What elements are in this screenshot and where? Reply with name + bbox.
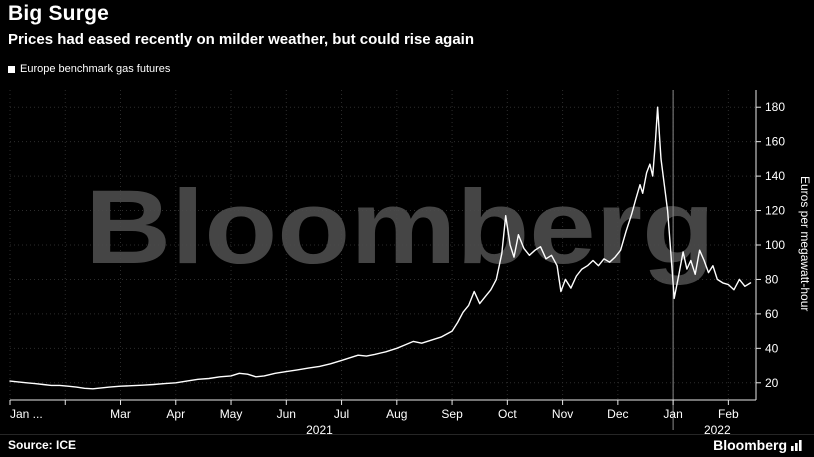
y-axis-labels: 20 40 60 80 100 120 140 160 180 — [756, 100, 785, 390]
svg-text:Feb: Feb — [718, 407, 739, 421]
legend-marker-icon — [8, 65, 15, 73]
svg-text:Aug: Aug — [386, 407, 407, 421]
chart-svg: Bloomberg Jan ... Mar Apr May Jun Jul Aug Sep Oct… — [9, 90, 785, 435]
bloomberg-brand: Bloomberg — [713, 437, 802, 453]
watermark-text: Bloomberg — [85, 169, 715, 286]
svg-text:100: 100 — [765, 238, 785, 252]
svg-text:120: 120 — [765, 204, 785, 218]
svg-text:Mar: Mar — [110, 407, 131, 421]
svg-text:140: 140 — [765, 169, 785, 183]
svg-text:2021: 2021 — [306, 423, 333, 435]
legend: Europe benchmark gas futures — [8, 63, 170, 75]
svg-text:Oct: Oct — [498, 407, 517, 421]
svg-text:May: May — [220, 407, 243, 421]
source-credit: Source: ICE — [8, 438, 77, 452]
svg-text:180: 180 — [765, 100, 785, 114]
y-axis-title: Euros per megawatt-hour — [798, 176, 812, 312]
x-axis-labels: Jan ... Mar Apr May Jun Jul Aug Sep Oct Nov Dec Jan… — [9, 400, 739, 435]
svg-text:60: 60 — [765, 307, 779, 321]
page-subtitle: Prices had eased recently on milder weat… — [8, 31, 474, 48]
series-line — [9, 106, 752, 390]
bloomberg-terminal-icon — [791, 439, 802, 451]
svg-text:Sep: Sep — [441, 407, 463, 421]
svg-text:Jan: Jan — [663, 407, 682, 421]
svg-text:Dec: Dec — [607, 407, 628, 421]
svg-text:40: 40 — [765, 341, 779, 355]
footer: Source: ICE Bloomberg — [0, 434, 814, 457]
gridlines — [9, 90, 756, 400]
svg-text:Nov: Nov — [552, 407, 573, 421]
svg-text:20: 20 — [765, 376, 779, 390]
svg-text:Apr: Apr — [166, 407, 185, 421]
svg-text:160: 160 — [765, 135, 785, 149]
svg-text:Jul: Jul — [334, 407, 349, 421]
svg-text:Jun: Jun — [277, 407, 296, 421]
page-title: Big Surge — [8, 2, 109, 25]
legend-label: Europe benchmark gas futures — [20, 63, 171, 75]
svg-text:80: 80 — [765, 272, 779, 286]
bloomberg-brand-label: Bloomberg — [713, 437, 787, 453]
svg-text:2022: 2022 — [704, 423, 731, 435]
svg-text:Jan ...: Jan ... — [10, 407, 43, 421]
